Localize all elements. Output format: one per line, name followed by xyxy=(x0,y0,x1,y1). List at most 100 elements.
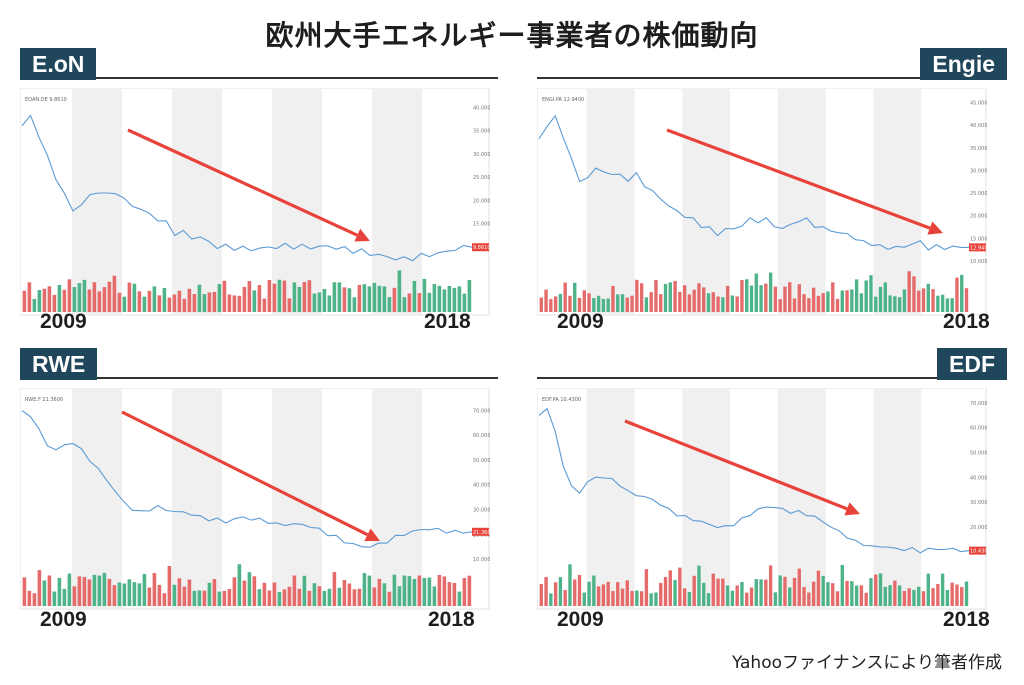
volume-bar xyxy=(802,294,806,312)
volume-bar xyxy=(47,286,52,312)
volume-bar xyxy=(442,289,447,312)
volume-bar xyxy=(768,272,773,312)
year-band xyxy=(777,89,826,315)
y-tick-label: 30.0000 xyxy=(970,500,987,506)
price-line xyxy=(21,409,473,548)
volume-bar xyxy=(945,590,950,606)
volume-bar xyxy=(307,280,312,312)
volume-bar xyxy=(212,579,217,606)
volume-bar xyxy=(807,592,811,606)
volume-bar xyxy=(237,295,242,312)
trend-arrow-shaft xyxy=(624,419,848,511)
volume-bar xyxy=(697,565,701,606)
volume-bar xyxy=(352,589,357,606)
volume-bar xyxy=(654,592,658,606)
volume-bar xyxy=(97,575,102,606)
volume-bar xyxy=(147,587,152,606)
volume-bar xyxy=(749,587,754,606)
volume-bar xyxy=(187,288,192,312)
volume-bar xyxy=(835,591,840,606)
volume-bar xyxy=(132,283,137,312)
last-value-badge xyxy=(969,243,986,252)
volume-bar xyxy=(87,289,92,312)
volume-bar xyxy=(217,284,222,312)
volume-bar xyxy=(816,570,821,606)
ticker-label: RWE.F 21.3600 xyxy=(25,397,63,403)
volume-bar xyxy=(592,297,596,312)
volume-bar xyxy=(282,280,287,312)
ticker-label: EDF.PA 10.4300 xyxy=(542,397,581,403)
volume-bar xyxy=(577,574,582,606)
year-band xyxy=(372,389,422,609)
volume-bar xyxy=(897,585,902,606)
volume-bar xyxy=(337,587,342,606)
last-value-label: 12.9400 xyxy=(970,245,987,251)
volume-bar xyxy=(558,293,563,312)
volume-bar xyxy=(854,279,859,312)
volume-bar xyxy=(907,588,911,606)
volume-bar xyxy=(417,293,422,312)
volume-bar xyxy=(611,285,615,312)
volume-bar xyxy=(127,282,132,312)
volume-bar xyxy=(917,290,921,312)
volume-bar xyxy=(382,286,387,312)
divider xyxy=(20,77,498,79)
volume-bar xyxy=(282,589,287,606)
price-line xyxy=(21,114,473,262)
y-tick-label: 20.0000 xyxy=(970,525,987,531)
volume-bar xyxy=(362,284,367,312)
volume-bar xyxy=(616,582,620,606)
volume-bar xyxy=(740,279,744,312)
last-value-badge xyxy=(472,527,489,536)
volume-bar xyxy=(582,592,586,606)
volume-bar xyxy=(644,569,649,606)
y-tick-label: 40.0000 xyxy=(970,123,987,129)
volume-bar xyxy=(940,573,945,606)
volume-bar xyxy=(412,280,417,312)
volume-bar xyxy=(387,297,392,312)
trend-arrow-head xyxy=(354,228,370,242)
volume-bar xyxy=(312,583,317,606)
page-title: 欧州大手エネルギー事業者の株価動向 xyxy=(265,19,759,52)
volume-bar xyxy=(172,584,177,606)
volume-bar xyxy=(42,288,47,312)
price-line xyxy=(538,407,970,554)
volume-bar xyxy=(92,282,97,312)
volume-bar xyxy=(377,285,382,312)
volume-bar xyxy=(242,286,247,312)
volume-bar xyxy=(921,288,926,312)
y-tick-label: 45.0000 xyxy=(970,101,987,107)
volume-bar xyxy=(964,288,969,312)
volume-bar xyxy=(587,581,591,606)
volume-bar xyxy=(544,289,548,312)
y-tick-label: 25.0000 xyxy=(970,191,987,197)
volume-bar xyxy=(277,592,282,606)
volume-bar xyxy=(883,586,887,606)
volume-bar xyxy=(207,582,212,606)
volume-bar xyxy=(601,298,606,312)
volume-bar xyxy=(950,582,954,606)
x-end-label: 2018 xyxy=(943,608,990,631)
volume-bar xyxy=(926,283,930,312)
volume-bar xyxy=(960,274,964,312)
volume-bar xyxy=(387,591,392,606)
volume-bar xyxy=(37,570,42,606)
y-tick-label: 35.0000 xyxy=(970,146,987,152)
volume-bar xyxy=(773,286,778,312)
volume-bar xyxy=(630,295,634,312)
volume-bar xyxy=(162,288,167,312)
volume-bar xyxy=(412,578,417,606)
volume-bar xyxy=(682,588,687,606)
price-line xyxy=(538,114,969,251)
volume-bar xyxy=(127,579,132,606)
panel-edf: EDF EDF.PA 10.4300 70.0000 60.0000 50.0000 4… xyxy=(537,348,1007,638)
volume-bar xyxy=(635,590,639,606)
x-end-label: 2018 xyxy=(424,310,471,333)
volume-bar xyxy=(327,295,332,312)
volume-bar xyxy=(902,289,907,312)
volume-bar xyxy=(792,577,797,606)
volume-bar xyxy=(222,590,227,606)
volume-bar xyxy=(262,298,267,312)
volume-bar xyxy=(616,294,620,312)
volume-bar xyxy=(563,282,567,312)
